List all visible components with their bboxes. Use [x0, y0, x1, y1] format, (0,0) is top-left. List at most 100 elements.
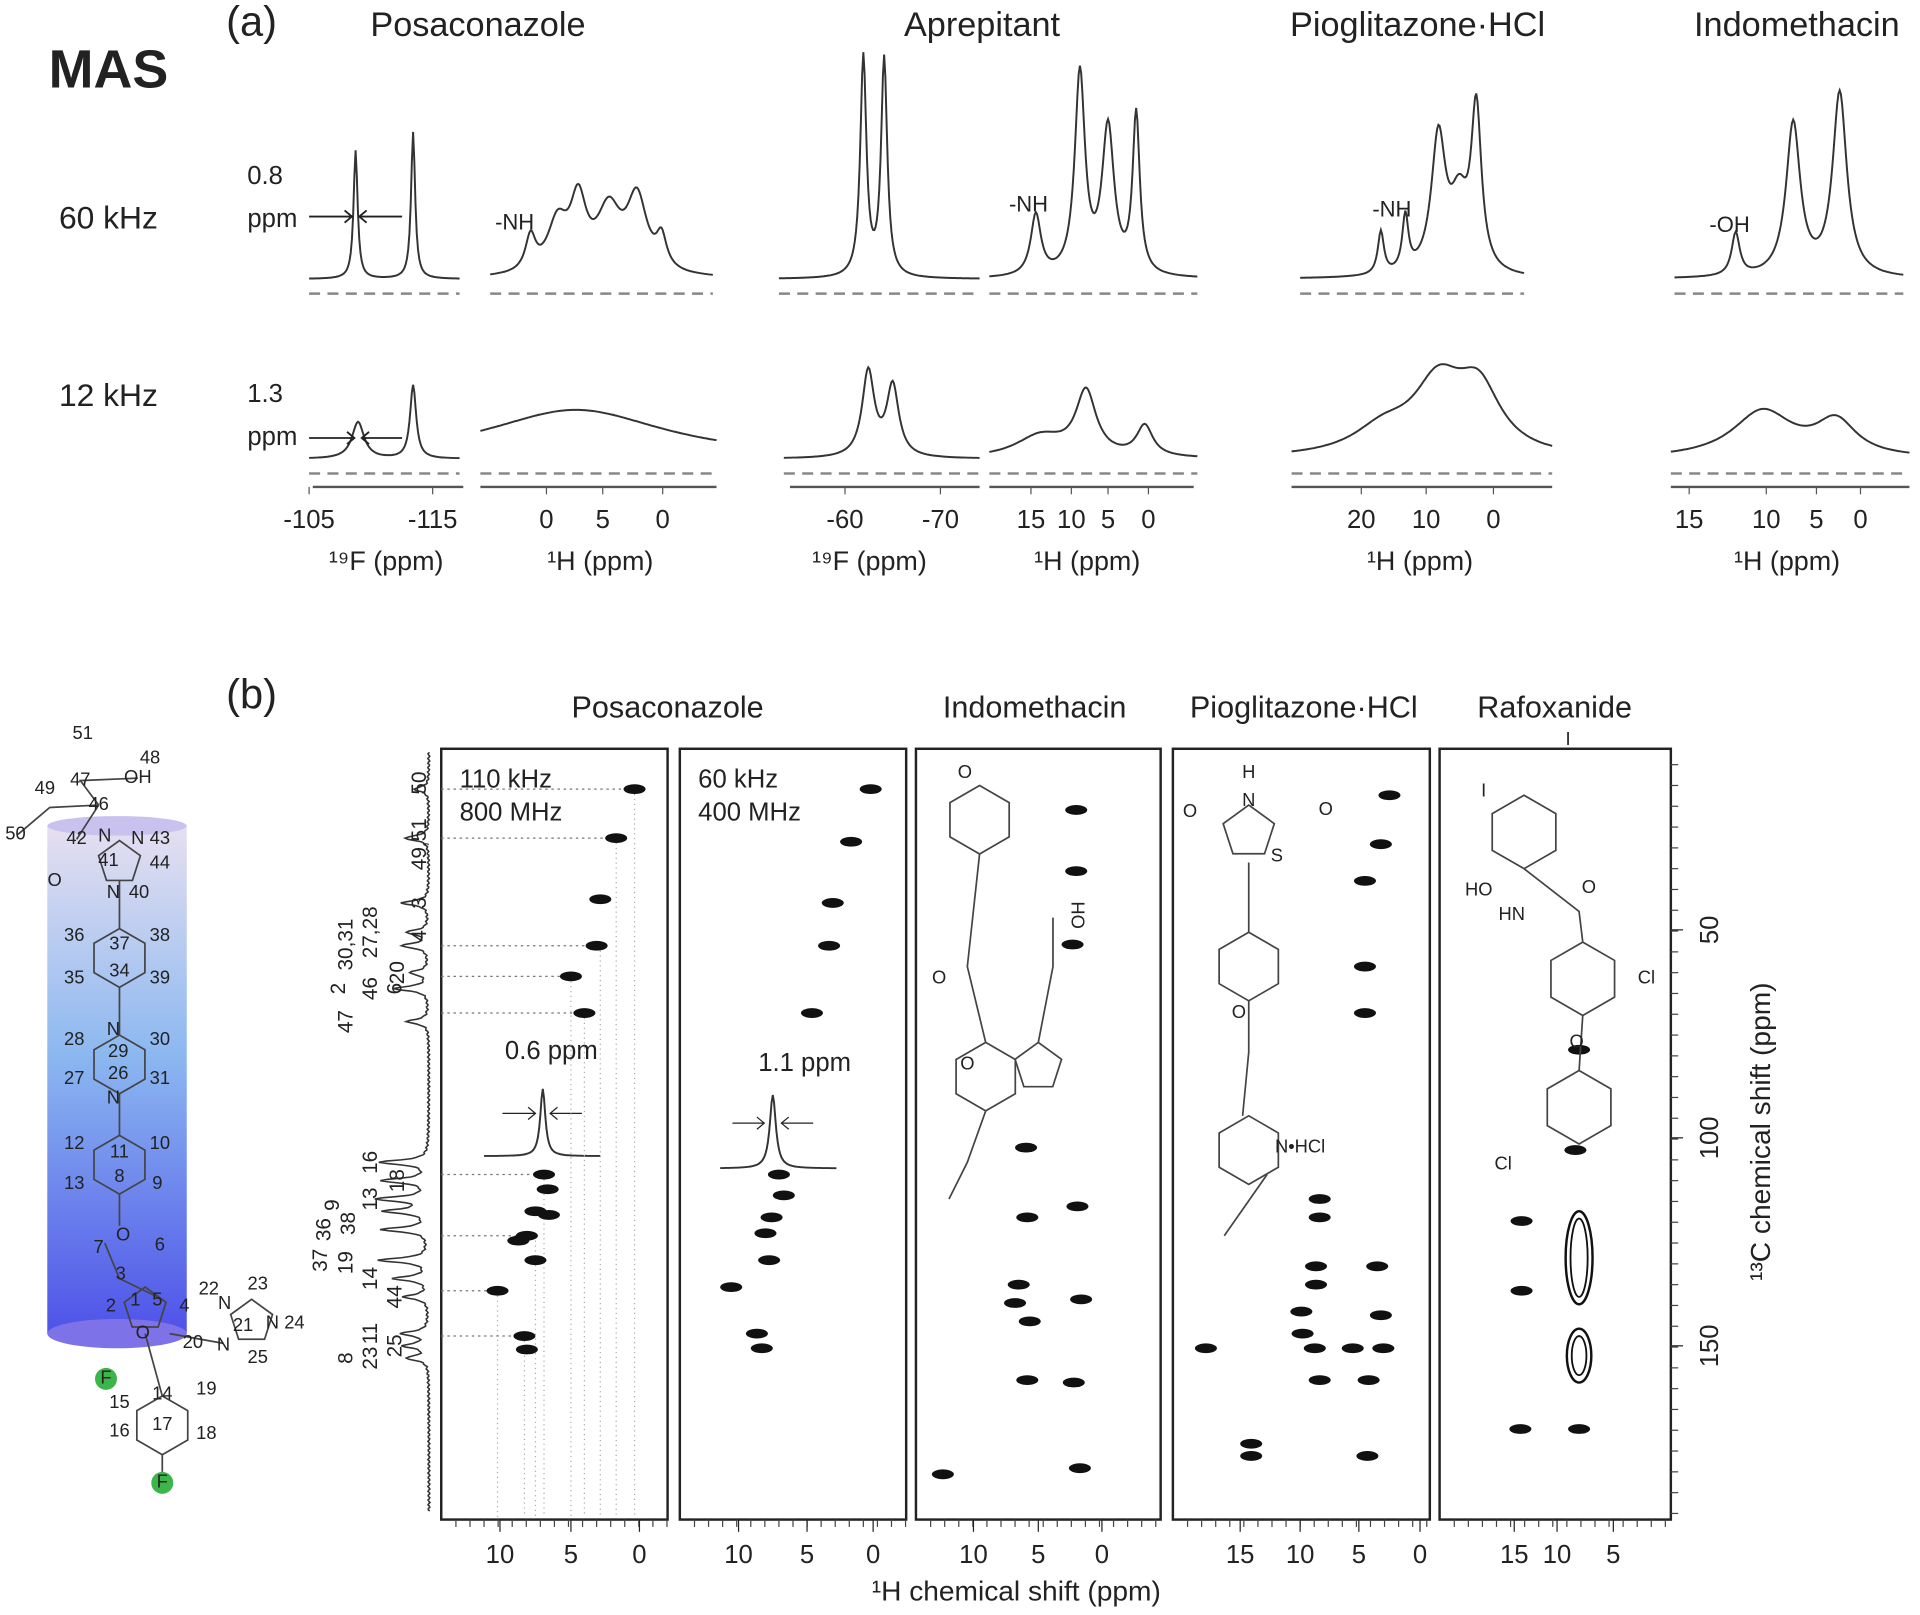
atom-label: OH: [124, 766, 152, 787]
atom-label: 12: [64, 1132, 84, 1153]
spectrum: [989, 386, 1198, 458]
cylinder: [47, 825, 187, 1334]
contour: [1564, 1210, 1594, 1306]
arrow: [309, 209, 403, 224]
carbon-spectrum: [374, 751, 432, 1512]
atom-label: 39: [150, 967, 170, 988]
atom-label: O: [1569, 1030, 1583, 1051]
spectrum: [989, 65, 1198, 278]
atom-label: 22: [199, 1277, 219, 1298]
tick-label: 150: [1696, 1324, 1724, 1367]
carbon-assignment: 3: [408, 897, 431, 909]
atom-label: O: [958, 761, 972, 782]
atom-label: 23: [248, 1273, 268, 1294]
contour: [1016, 1375, 1039, 1385]
molecule-ring: [229, 1298, 274, 1341]
atom-label: 15: [109, 1391, 129, 1412]
inset-trace: [720, 1094, 837, 1170]
molecule-ring: [1222, 803, 1276, 855]
atom-label: 41: [98, 849, 118, 870]
contour: [1065, 866, 1088, 877]
atom-label: 13: [64, 1172, 84, 1193]
molecule-bond: [948, 853, 1584, 1237]
atom-label: 21: [233, 1314, 253, 1335]
linewidth-value: 1.3: [247, 380, 283, 408]
tick-label: 10: [486, 1541, 515, 1569]
spectrum: [309, 384, 460, 460]
axis-label: ¹H (ppm): [1734, 546, 1840, 576]
spectrum: [783, 365, 980, 459]
contour: [1353, 1008, 1376, 1018]
linewidth-unit: ppm: [247, 205, 297, 233]
atom-label: N: [107, 881, 120, 902]
atom-label: N: [266, 1312, 279, 1333]
contour: [1018, 1316, 1041, 1327]
atom-label: 27: [64, 1067, 84, 1088]
carbon-assignment: 49,51: [408, 818, 431, 870]
condition: 110 kHz: [460, 765, 552, 793]
molecule-ring: [1218, 1114, 1280, 1186]
atom-label: N: [98, 825, 111, 846]
spectrum: [778, 52, 980, 280]
molecule-ring: [1014, 1041, 1063, 1088]
contour: [1570, 1335, 1588, 1377]
contour: [1353, 876, 1376, 886]
tick-label: 5: [564, 1541, 578, 1569]
atom-label: 11: [110, 1140, 129, 1161]
atom-label: N•HCl: [1275, 1135, 1325, 1156]
spectrum: [480, 408, 717, 442]
contour: [1369, 839, 1392, 850]
contour: [537, 1210, 560, 1220]
atom-label: 49: [35, 777, 55, 798]
carbon-assignment: 36: [312, 1218, 335, 1241]
atom-label: 37: [109, 932, 129, 953]
tick-label: 5: [800, 1541, 814, 1569]
contour: [1066, 1201, 1089, 1212]
peak-label: -NH: [495, 210, 534, 235]
carbon-assignment: 27,28: [359, 906, 382, 958]
atom-label: O: [47, 869, 61, 890]
tick-label: 0: [632, 1541, 646, 1569]
contour: [772, 1190, 795, 1201]
tick-label: 20: [1347, 506, 1376, 534]
compound-name: Posaconazole: [572, 691, 764, 725]
atom-label: 26: [108, 1062, 128, 1083]
tick-label: 0: [1486, 506, 1500, 534]
molecule-ring: [1546, 1069, 1612, 1145]
molecule-ring: [1218, 931, 1280, 1002]
contour: [1569, 1217, 1589, 1298]
compound-name: Posaconazole: [370, 6, 585, 44]
panel-label: (b): [226, 670, 277, 717]
molecule-ring: [1491, 794, 1557, 870]
linewidth-label: 0.6 ppm: [505, 1037, 598, 1065]
tick-label: 0: [1095, 1541, 1109, 1569]
contour: [818, 940, 841, 951]
spectrum: [1291, 363, 1553, 453]
carbon-assignment: 4: [408, 930, 431, 942]
atom-label: F: [100, 1367, 111, 1388]
axis-label: ¹H (ppm): [1367, 546, 1473, 576]
contour: [1007, 1279, 1030, 1290]
atom-label: O: [136, 1321, 150, 1342]
contour: [750, 1343, 773, 1354]
peak-label: -NH: [1009, 191, 1048, 216]
atom-label: 29: [108, 1040, 128, 1061]
tick-label: -115: [408, 506, 458, 534]
tick-label: 15: [1500, 1541, 1529, 1569]
contour: [1068, 1463, 1091, 1474]
tick-label: 0: [866, 1541, 880, 1569]
carbon-assignment: 13: [359, 1187, 382, 1210]
tick-label: 100: [1696, 1116, 1724, 1159]
contour: [1308, 1212, 1331, 1223]
contour: [1016, 1212, 1039, 1223]
molecule-ring: [123, 1286, 168, 1328]
contour: [1004, 1298, 1027, 1308]
carbon-assignment: 50: [408, 771, 431, 794]
tick-label: 0: [539, 506, 553, 534]
carbon-assignment: 46: [359, 977, 382, 1000]
atom-label: 35: [64, 967, 84, 988]
contour: [1564, 1145, 1587, 1155]
atom-label: Cl: [1495, 1153, 1512, 1174]
contour: [1372, 1343, 1395, 1354]
